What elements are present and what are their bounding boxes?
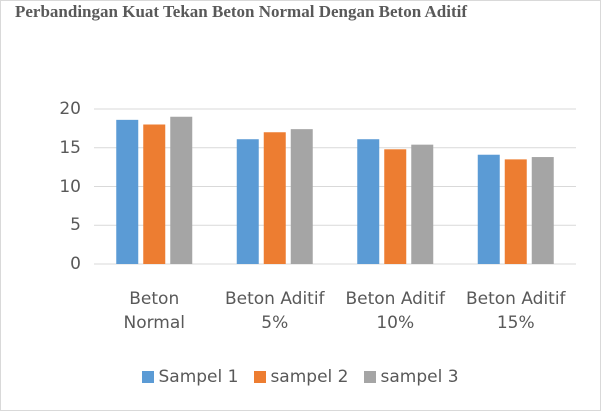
bar [477, 154, 500, 264]
bar [504, 159, 527, 264]
bar [411, 144, 434, 264]
y-tick-label: 10 [59, 176, 81, 197]
legend-item: sampel 2 [254, 367, 348, 387]
y-tick-label: 15 [59, 137, 81, 158]
bar [531, 157, 554, 264]
bar [357, 139, 380, 264]
chart-title: Perbandingan Kuat Tekan Beton Normal Den… [15, 2, 467, 21]
y-tick-label: 0 [70, 254, 81, 274]
x-tick-label: Beton Aditif 15% [465, 289, 566, 333]
x-tick-label: Beton Aditif 5% [224, 289, 325, 333]
legend: Sampel 1 sampel 2 sampel 3 [1, 367, 600, 387]
legend-label: sampel 3 [380, 367, 459, 387]
bar [290, 129, 313, 264]
legend-label: sampel 2 [270, 367, 349, 387]
x-tick-label: Beton Aditif 10% [345, 289, 446, 333]
legend-item: sampel 3 [364, 367, 459, 387]
bar [236, 139, 259, 264]
y-tick-label: 5 [70, 215, 81, 236]
legend-item: Sampel 1 [142, 367, 238, 387]
bar [170, 116, 193, 264]
bar [143, 124, 166, 264]
legend-swatch [254, 371, 267, 383]
bar [263, 132, 286, 264]
legend-label: Sampel 1 [158, 367, 239, 387]
legend-swatch [142, 371, 155, 383]
y-tick-label: 20 [59, 99, 81, 119]
bar [384, 149, 407, 264]
legend-swatch [364, 371, 377, 383]
x-tick-label: Beton Normal [123, 289, 185, 333]
bar [116, 119, 139, 264]
